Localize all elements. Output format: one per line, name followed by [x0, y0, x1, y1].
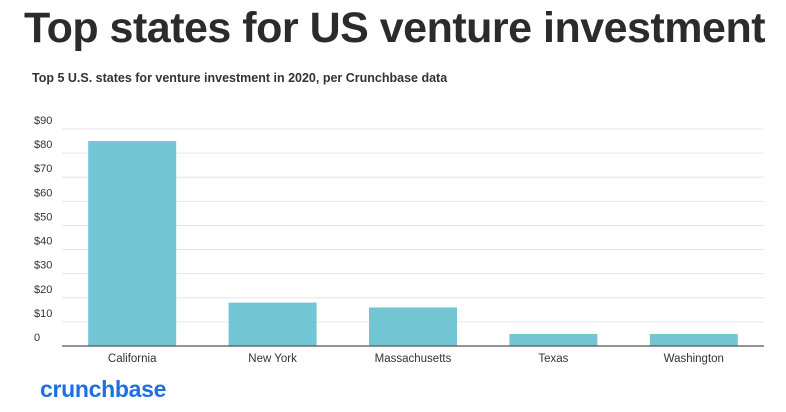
y-tick-label: $60 — [34, 187, 52, 199]
y-tick-label: $70 — [34, 163, 52, 175]
y-tick-label: $30 — [34, 260, 52, 272]
bar-washington — [649, 333, 738, 346]
x-tick-label: Massachusetts — [375, 353, 452, 365]
y-tick-label: 0 — [34, 332, 40, 344]
crunchbase-logo: crunchbase — [40, 376, 167, 402]
bar-texas — [509, 333, 598, 346]
chart-subtitle: Top 5 U.S. states for venture investment… — [32, 71, 448, 85]
y-tick-label: $50 — [34, 211, 52, 223]
chart-title: Top states for US venture investment — [24, 4, 766, 52]
y-tick-label: $40 — [34, 236, 52, 248]
x-tick-label: Texas — [538, 353, 568, 365]
y-tick-label: $20 — [34, 284, 52, 296]
y-tick-label: $90 — [34, 115, 52, 127]
y-tick-label: $10 — [34, 308, 52, 320]
bar-california — [88, 141, 177, 346]
x-tick-label: New York — [248, 353, 297, 365]
bar-massachusetts — [369, 307, 457, 346]
x-tick-label: California — [108, 353, 157, 365]
bar-new-york — [228, 302, 317, 346]
x-tick-label: Washington — [664, 353, 724, 365]
y-tick-label: $80 — [34, 139, 52, 151]
